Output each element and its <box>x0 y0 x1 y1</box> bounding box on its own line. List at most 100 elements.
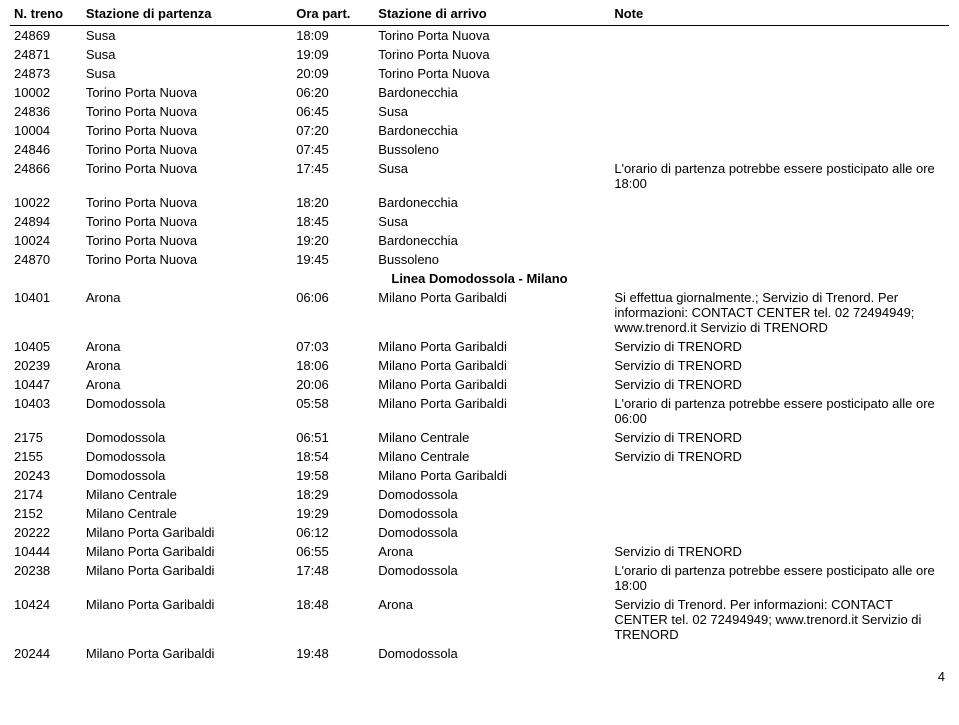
cell-note <box>610 64 949 83</box>
cell-ora: 18:09 <box>292 26 374 46</box>
cell-arrivo: Domodossola <box>374 561 610 595</box>
section-row: Linea Domodossola - Milano <box>10 269 949 288</box>
cell-arrivo: Domodossola <box>374 644 610 663</box>
cell-partenza: Milano Porta Garibaldi <box>82 644 292 663</box>
cell-ora: 18:54 <box>292 447 374 466</box>
cell-note <box>610 250 949 269</box>
table-row: 10022Torino Porta Nuova18:20Bardonecchia <box>10 193 949 212</box>
cell-treno: 24870 <box>10 250 82 269</box>
cell-arrivo: Bardonecchia <box>374 83 610 102</box>
cell-arrivo: Domodossola <box>374 523 610 542</box>
cell-ora: 07:45 <box>292 140 374 159</box>
cell-arrivo: Bussoleno <box>374 250 610 269</box>
cell-arrivo: Milano Porta Garibaldi <box>374 466 610 485</box>
cell-arrivo: Torino Porta Nuova <box>374 45 610 64</box>
cell-note <box>610 26 949 46</box>
cell-treno: 10405 <box>10 337 82 356</box>
cell-ora: 19:48 <box>292 644 374 663</box>
cell-treno: 2152 <box>10 504 82 523</box>
cell-treno: 20243 <box>10 466 82 485</box>
cell-treno: 10403 <box>10 394 82 428</box>
cell-partenza: Arona <box>82 356 292 375</box>
cell-partenza: Susa <box>82 64 292 83</box>
cell-note: Servizio di TRENORD <box>610 337 949 356</box>
cell-note <box>610 644 949 663</box>
cell-ora: 17:48 <box>292 561 374 595</box>
cell-note <box>610 193 949 212</box>
cell-partenza: Susa <box>82 45 292 64</box>
table-row: 24870Torino Porta Nuova19:45Bussoleno <box>10 250 949 269</box>
cell-treno: 10024 <box>10 231 82 250</box>
cell-note <box>610 466 949 485</box>
cell-ora: 18:45 <box>292 212 374 231</box>
cell-arrivo: Susa <box>374 159 610 193</box>
cell-treno: 24846 <box>10 140 82 159</box>
cell-ora: 07:20 <box>292 121 374 140</box>
table-row: 10002Torino Porta Nuova06:20Bardonecchia <box>10 83 949 102</box>
table-row: 10447Arona20:06Milano Porta GaribaldiSer… <box>10 375 949 394</box>
table-row: 10444Milano Porta Garibaldi06:55AronaSer… <box>10 542 949 561</box>
table-row: 24873Susa20:09Torino Porta Nuova <box>10 64 949 83</box>
table-row: 10403Domodossola05:58Milano Porta Gariba… <box>10 394 949 428</box>
cell-partenza: Domodossola <box>82 394 292 428</box>
table-row: 24871Susa19:09Torino Porta Nuova <box>10 45 949 64</box>
cell-note: L'orario di partenza potrebbe essere pos… <box>610 394 949 428</box>
cell-note: L'orario di partenza potrebbe essere pos… <box>610 561 949 595</box>
cell-arrivo: Milano Porta Garibaldi <box>374 394 610 428</box>
cell-treno: 24836 <box>10 102 82 121</box>
cell-ora: 05:58 <box>292 394 374 428</box>
cell-treno: 20244 <box>10 644 82 663</box>
cell-arrivo: Domodossola <box>374 504 610 523</box>
cell-arrivo: Milano Porta Garibaldi <box>374 337 610 356</box>
cell-arrivo: Susa <box>374 212 610 231</box>
cell-partenza: Torino Porta Nuova <box>82 212 292 231</box>
cell-arrivo: Torino Porta Nuova <box>374 64 610 83</box>
cell-treno: 2155 <box>10 447 82 466</box>
cell-arrivo: Milano Porta Garibaldi <box>374 375 610 394</box>
section-title: Linea Domodossola - Milano <box>10 269 949 288</box>
table-row: 24846Torino Porta Nuova07:45Bussoleno <box>10 140 949 159</box>
col-header-treno: N. treno <box>10 4 82 26</box>
cell-arrivo: Arona <box>374 542 610 561</box>
cell-ora: 19:45 <box>292 250 374 269</box>
cell-ora: 18:29 <box>292 485 374 504</box>
cell-partenza: Domodossola <box>82 466 292 485</box>
cell-treno: 10444 <box>10 542 82 561</box>
cell-ora: 06:20 <box>292 83 374 102</box>
cell-note: L'orario di partenza potrebbe essere pos… <box>610 159 949 193</box>
col-header-note: Note <box>610 4 949 26</box>
table-row: 2175Domodossola06:51Milano CentraleServi… <box>10 428 949 447</box>
cell-note <box>610 45 949 64</box>
cell-treno: 24894 <box>10 212 82 231</box>
cell-partenza: Arona <box>82 375 292 394</box>
table-row: 20238Milano Porta Garibaldi17:48Domodoss… <box>10 561 949 595</box>
table-row: 10024Torino Porta Nuova19:20Bardonecchia <box>10 231 949 250</box>
cell-arrivo: Arona <box>374 595 610 644</box>
cell-note <box>610 485 949 504</box>
cell-ora: 06:55 <box>292 542 374 561</box>
col-header-part: Stazione di partenza <box>82 4 292 26</box>
cell-treno: 24869 <box>10 26 82 46</box>
timetable: N. treno Stazione di partenza Ora part. … <box>10 4 949 663</box>
cell-arrivo: Milano Porta Garibaldi <box>374 356 610 375</box>
timetable-body: 24869Susa18:09Torino Porta Nuova24871Sus… <box>10 26 949 664</box>
cell-partenza: Torino Porta Nuova <box>82 231 292 250</box>
cell-note <box>610 102 949 121</box>
cell-partenza: Milano Porta Garibaldi <box>82 595 292 644</box>
cell-note <box>610 140 949 159</box>
cell-partenza: Susa <box>82 26 292 46</box>
table-row: 10424Milano Porta Garibaldi18:48AronaSer… <box>10 595 949 644</box>
cell-arrivo: Milano Porta Garibaldi <box>374 288 610 337</box>
cell-ora: 19:20 <box>292 231 374 250</box>
cell-treno: 2175 <box>10 428 82 447</box>
cell-note <box>610 212 949 231</box>
cell-treno: 10004 <box>10 121 82 140</box>
cell-partenza: Arona <box>82 337 292 356</box>
cell-note: Servizio di TRENORD <box>610 375 949 394</box>
cell-treno: 10022 <box>10 193 82 212</box>
cell-arrivo: Domodossola <box>374 485 610 504</box>
cell-ora: 06:06 <box>292 288 374 337</box>
cell-arrivo: Milano Centrale <box>374 428 610 447</box>
cell-arrivo: Bardonecchia <box>374 231 610 250</box>
cell-treno: 24871 <box>10 45 82 64</box>
